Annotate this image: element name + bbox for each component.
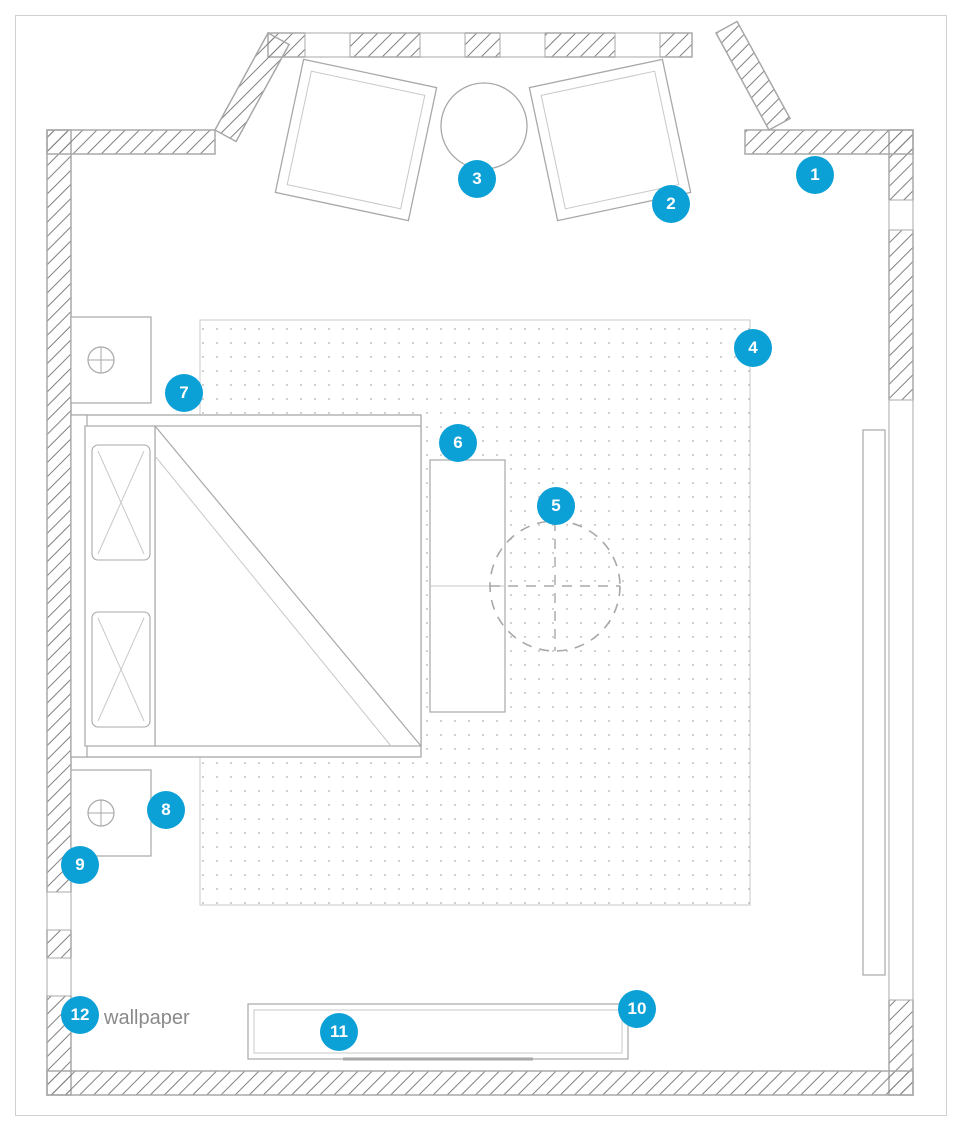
marker-label: 3 bbox=[472, 169, 481, 189]
marker-label: 6 bbox=[453, 433, 462, 453]
marker-2[interactable]: 2 bbox=[652, 185, 690, 223]
marker-label: 1 bbox=[810, 165, 819, 185]
marker-5[interactable]: 5 bbox=[537, 487, 575, 525]
floor-plan-stage: 123456789101112 wallpaper bbox=[0, 0, 960, 1129]
marker-3[interactable]: 3 bbox=[458, 160, 496, 198]
marker-label: 2 bbox=[666, 194, 675, 214]
marker-11[interactable]: 11 bbox=[320, 1013, 358, 1051]
marker-label: 8 bbox=[161, 800, 170, 820]
marker-1[interactable]: 1 bbox=[796, 156, 834, 194]
marker-6[interactable]: 6 bbox=[439, 424, 477, 462]
marker-label: 11 bbox=[330, 1022, 348, 1042]
marker-label: 10 bbox=[628, 999, 647, 1019]
marker-label: 7 bbox=[179, 383, 188, 403]
marker-12[interactable]: 12 bbox=[61, 996, 99, 1034]
marker-label: 5 bbox=[551, 496, 560, 516]
marker-10[interactable]: 10 bbox=[618, 990, 656, 1028]
marker-4[interactable]: 4 bbox=[734, 329, 772, 367]
marker-label: 4 bbox=[748, 338, 757, 358]
marker-7[interactable]: 7 bbox=[165, 374, 203, 412]
marker-label: 12 bbox=[71, 1005, 90, 1025]
marker-9[interactable]: 9 bbox=[61, 846, 99, 884]
marker-8[interactable]: 8 bbox=[147, 791, 185, 829]
marker-label: 9 bbox=[75, 855, 84, 875]
label-wallpaper: wallpaper bbox=[104, 1007, 190, 1030]
